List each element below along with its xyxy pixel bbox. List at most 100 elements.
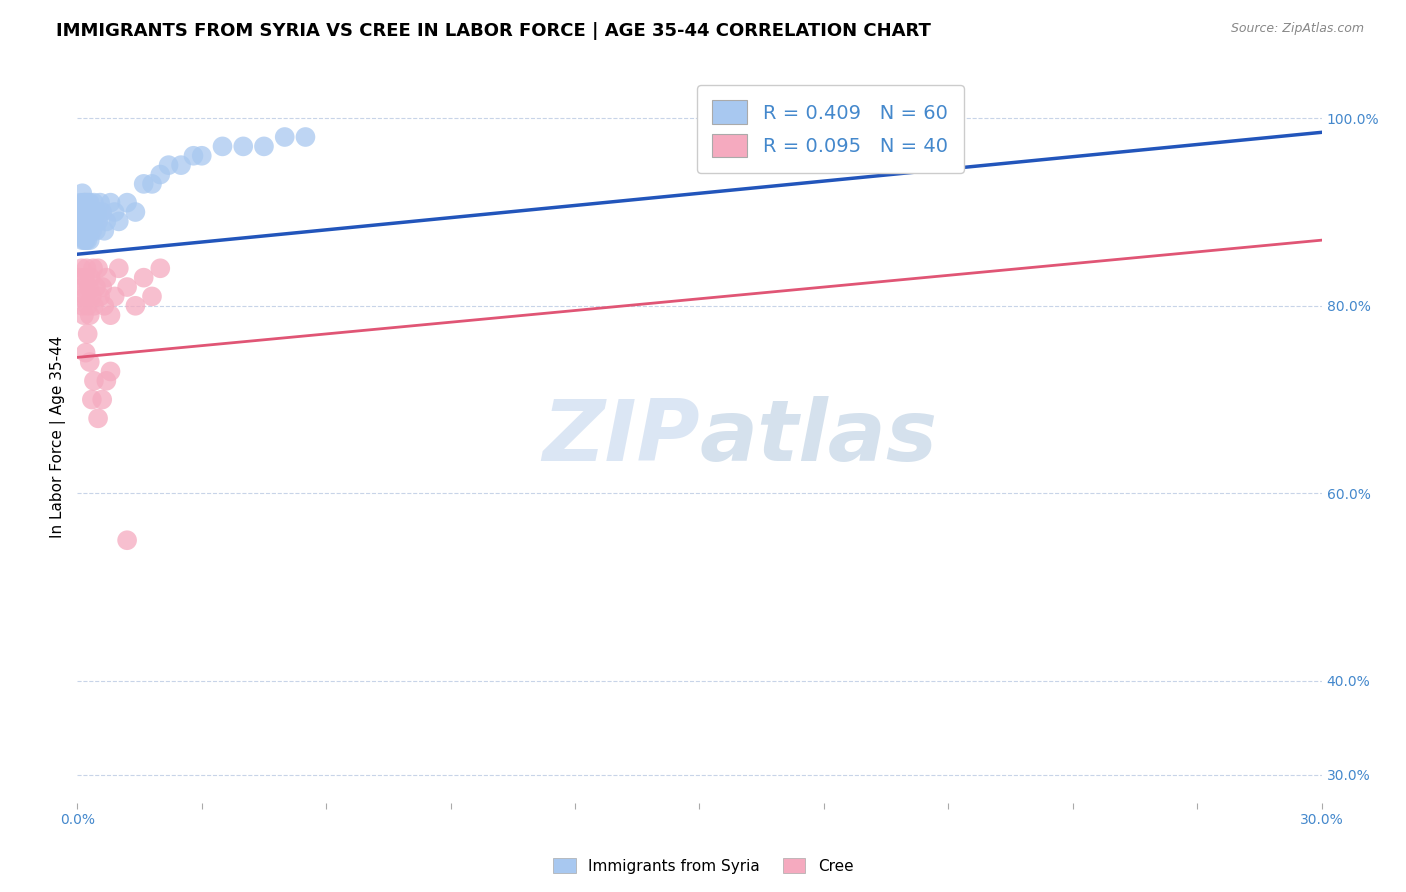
Point	[83, 374, 105, 388]
Point	[115, 533, 138, 548]
Point	[76, 299, 98, 313]
Point	[89, 289, 111, 303]
Point	[253, 139, 276, 153]
Point	[170, 158, 193, 172]
Text: ZIP: ZIP	[541, 395, 700, 479]
Point	[83, 205, 105, 219]
Point	[72, 299, 94, 313]
Point	[70, 224, 93, 238]
Point	[82, 261, 104, 276]
Point	[67, 214, 90, 228]
Point	[96, 214, 118, 228]
Point	[72, 186, 94, 201]
Point	[75, 261, 97, 276]
Point	[83, 299, 105, 313]
Text: IMMIGRANTS FROM SYRIA VS CREE IN LABOR FORCE | AGE 35-44 CORRELATION CHART: IMMIGRANTS FROM SYRIA VS CREE IN LABOR F…	[56, 22, 931, 40]
Point	[72, 195, 94, 210]
Point	[79, 195, 101, 210]
Point	[104, 205, 127, 219]
Point	[96, 374, 118, 388]
Point	[75, 345, 97, 359]
Point	[79, 233, 101, 247]
Point	[141, 177, 163, 191]
Point	[108, 261, 131, 276]
Point	[115, 280, 138, 294]
Point	[93, 299, 115, 313]
Point	[75, 195, 97, 210]
Point	[141, 289, 163, 303]
Point	[91, 392, 114, 407]
Point	[76, 205, 98, 219]
Point	[79, 270, 101, 285]
Point	[87, 261, 110, 276]
Point	[87, 411, 110, 425]
Point	[77, 280, 100, 294]
Point	[211, 139, 233, 153]
Point	[232, 139, 254, 153]
Point	[73, 224, 96, 238]
Point	[72, 214, 94, 228]
Point	[79, 308, 101, 322]
Point	[115, 195, 138, 210]
Point	[132, 270, 155, 285]
Point	[100, 308, 122, 322]
Point	[84, 280, 107, 294]
Point	[79, 214, 101, 228]
Point	[87, 214, 110, 228]
Point	[83, 195, 105, 210]
Point	[76, 233, 98, 247]
Point	[157, 158, 180, 172]
Point	[70, 261, 93, 276]
Point	[77, 205, 100, 219]
Point	[191, 149, 214, 163]
Point	[73, 233, 96, 247]
Point	[73, 205, 96, 219]
Point	[149, 168, 172, 182]
Point	[82, 224, 104, 238]
Point	[75, 224, 97, 238]
Point	[75, 205, 97, 219]
Point	[91, 205, 114, 219]
Point	[75, 233, 97, 247]
Point	[93, 224, 115, 238]
Y-axis label: In Labor Force | Age 35-44: In Labor Force | Age 35-44	[51, 336, 66, 538]
Point	[100, 195, 122, 210]
Legend: R = 0.409   N = 60, R = 0.095   N = 40: R = 0.409 N = 60, R = 0.095 N = 40	[697, 85, 963, 173]
Text: atlas: atlas	[700, 395, 938, 479]
Point	[73, 270, 96, 285]
Point	[77, 224, 100, 238]
Point	[79, 355, 101, 369]
Point	[274, 130, 297, 145]
Point	[72, 233, 94, 247]
Point	[69, 289, 91, 303]
Point	[80, 205, 103, 219]
Point	[104, 289, 127, 303]
Text: Source: ZipAtlas.com: Source: ZipAtlas.com	[1230, 22, 1364, 36]
Point	[124, 299, 146, 313]
Point	[183, 149, 205, 163]
Point	[96, 270, 118, 285]
Point	[124, 205, 146, 219]
Point	[76, 224, 98, 238]
Point	[77, 214, 100, 228]
Point	[75, 214, 97, 228]
Point	[149, 261, 172, 276]
Point	[100, 364, 122, 378]
Point	[77, 195, 100, 210]
Point	[80, 289, 103, 303]
Point	[76, 326, 98, 341]
Point	[76, 214, 98, 228]
Point	[86, 205, 108, 219]
Point	[79, 205, 101, 219]
Point	[73, 214, 96, 228]
Point	[82, 214, 104, 228]
Point	[75, 224, 97, 238]
Point	[67, 270, 90, 285]
Point	[69, 195, 91, 210]
Point	[132, 177, 155, 191]
Point	[89, 195, 111, 210]
Point	[75, 289, 97, 303]
Point	[72, 280, 94, 294]
Point	[108, 214, 131, 228]
Point	[91, 280, 114, 294]
